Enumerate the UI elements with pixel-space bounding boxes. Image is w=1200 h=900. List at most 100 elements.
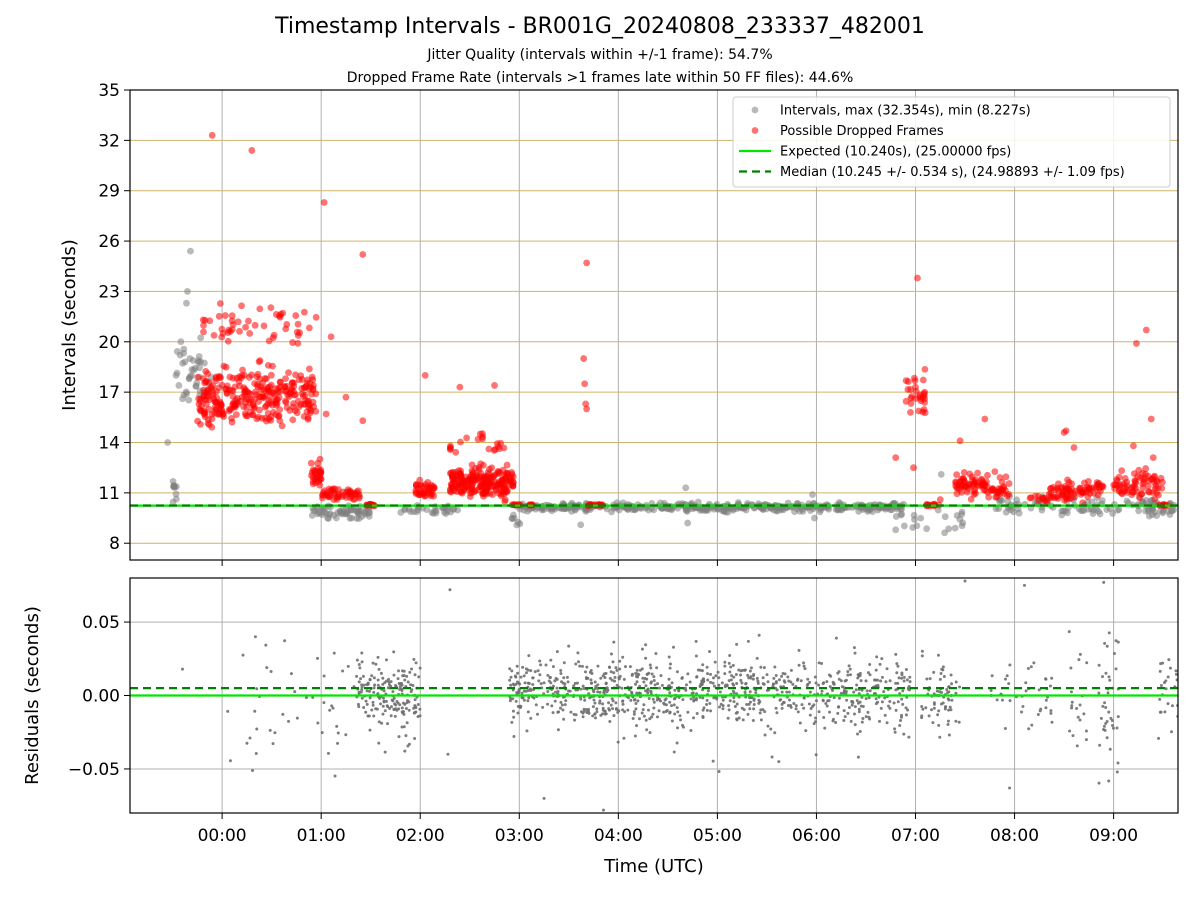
- data-point: [403, 749, 407, 753]
- data-point: [1162, 681, 1166, 685]
- data-point: [1032, 661, 1036, 665]
- data-point: [359, 417, 367, 425]
- data-point: [386, 686, 390, 690]
- data-point: [410, 688, 414, 692]
- data-point: [960, 477, 968, 485]
- data-point: [256, 406, 263, 414]
- data-point: [828, 710, 832, 714]
- data-point: [584, 677, 588, 681]
- data-point: [700, 681, 704, 685]
- data-point: [544, 663, 548, 667]
- data-point: [469, 469, 477, 476]
- data-point: [907, 735, 911, 739]
- data-point: [646, 688, 650, 692]
- data-point: [320, 489, 327, 497]
- data-point: [541, 705, 545, 709]
- data-point: [1000, 483, 1008, 491]
- data-point: [538, 659, 542, 663]
- data-point: [326, 751, 330, 755]
- data-point: [463, 434, 471, 442]
- data-point: [655, 666, 659, 670]
- data-point: [787, 679, 791, 683]
- x-axis-label: Time (UTC): [603, 856, 704, 877]
- data-point: [604, 681, 608, 685]
- data-point: [806, 677, 810, 681]
- data-point: [1097, 663, 1101, 667]
- data-point: [913, 522, 921, 530]
- data-point: [194, 358, 202, 366]
- data-point: [359, 677, 363, 681]
- data-point: [556, 690, 560, 694]
- data-point: [404, 707, 408, 711]
- data-point: [294, 332, 302, 339]
- data-point: [256, 305, 264, 313]
- data-point: [1084, 729, 1088, 733]
- data-point: [338, 493, 346, 500]
- data-point: [511, 709, 515, 713]
- data-point: [269, 669, 273, 673]
- data-point: [756, 679, 760, 683]
- data-point: [936, 496, 944, 503]
- data-point: [287, 719, 291, 723]
- data-point: [537, 679, 541, 683]
- data-point: [1136, 474, 1144, 481]
- data-point: [734, 673, 738, 677]
- data-point: [897, 676, 901, 680]
- data-point: [248, 736, 252, 740]
- data-point: [528, 687, 532, 691]
- data-point: [199, 375, 207, 382]
- data-point: [884, 680, 888, 684]
- data-point: [837, 696, 841, 700]
- data-point: [498, 487, 506, 495]
- data-point: [657, 709, 661, 713]
- data-point: [508, 667, 512, 671]
- data-point: [821, 681, 825, 685]
- data-point: [561, 681, 565, 685]
- data-point: [900, 697, 904, 701]
- data-point: [802, 661, 806, 665]
- data-point: [723, 664, 727, 668]
- data-point: [1049, 709, 1053, 713]
- data-point: [367, 689, 371, 693]
- data-point: [622, 677, 626, 681]
- data-point: [384, 658, 388, 662]
- data-point: [808, 680, 812, 684]
- data-point: [770, 755, 774, 759]
- data-point: [946, 723, 950, 727]
- data-point: [509, 697, 513, 701]
- data-point: [712, 684, 716, 688]
- data-point: [360, 696, 364, 700]
- data-point: [264, 643, 268, 647]
- axes-frame: [129, 89, 1179, 561]
- data-point: [579, 687, 583, 691]
- data-point: [623, 665, 627, 669]
- data-point: [1139, 484, 1147, 492]
- data-point: [371, 700, 375, 704]
- data-point: [713, 660, 717, 664]
- data-point: [942, 674, 946, 678]
- data-point: [650, 506, 658, 514]
- data-point: [360, 651, 364, 655]
- data-point: [963, 579, 967, 583]
- data-point: [780, 690, 784, 694]
- data-point: [1123, 497, 1131, 505]
- data-point: [266, 388, 273, 396]
- data-point: [322, 410, 330, 418]
- data-point: [1021, 705, 1025, 709]
- data-point: [401, 701, 405, 705]
- data-point: [1070, 700, 1074, 704]
- data-point: [789, 705, 793, 709]
- data-point: [1148, 511, 1156, 519]
- data-point: [1076, 715, 1080, 719]
- data-point: [226, 709, 230, 713]
- data-point: [920, 714, 924, 718]
- data-point: [708, 701, 712, 705]
- x-tick-label: 01:00: [297, 826, 346, 846]
- data-point: [895, 662, 899, 666]
- data-point: [792, 701, 796, 705]
- data-point: [652, 700, 656, 704]
- data-point: [339, 508, 347, 516]
- data-point: [561, 708, 565, 712]
- data-point: [842, 690, 846, 694]
- data-point: [853, 651, 857, 655]
